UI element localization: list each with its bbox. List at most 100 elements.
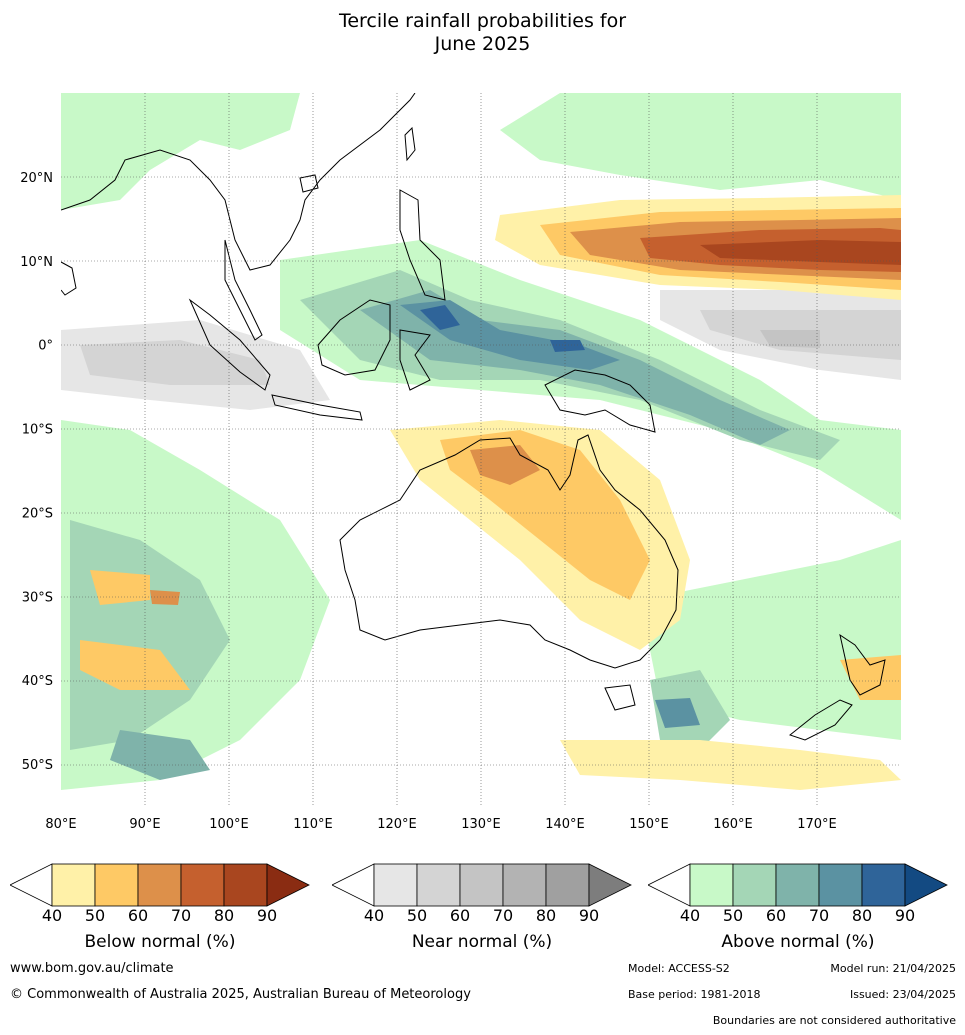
coastline-australia <box>339 434 679 669</box>
above-normal-region <box>61 93 300 210</box>
y-tick-label: 10°S <box>22 423 53 438</box>
coastline-tasmania <box>604 684 636 711</box>
colorbar-cell <box>459 863 504 907</box>
coastline-new-zealand-south <box>788 699 853 741</box>
colorbar-cell <box>51 863 96 907</box>
colorbar-tick-label: 60 <box>450 906 470 922</box>
near-normal-region <box>80 340 270 385</box>
colorbar-tick-label: 50 <box>85 906 105 922</box>
above-normal-region <box>420 305 460 330</box>
near-colorbar: 40 50 60 70 80 90 <box>332 863 632 922</box>
below-normal-region <box>90 570 150 605</box>
above-normal-region <box>655 698 700 728</box>
colorbar-tick-label: 90 <box>579 906 599 922</box>
x-tick-label: 150°E <box>629 817 669 832</box>
colorbar-extend-low <box>648 863 691 907</box>
colorbar-tick-label: 70 <box>171 906 191 922</box>
x-tick-label: 130°E <box>461 817 501 832</box>
colorbar-cell <box>818 863 863 907</box>
x-tick-label: 90°E <box>129 817 160 832</box>
title-line-2: June 2025 <box>434 33 531 55</box>
footer-model: Model: ACCESS-S2 <box>628 962 730 975</box>
x-tick-label: 110°E <box>293 817 333 832</box>
y-axis-ticks: 20°N 10°N 0° 10°S 20°S 30°S 40°S 50°S <box>20 171 53 773</box>
colorbar-tick-label: 70 <box>493 906 513 922</box>
colorbar-cell <box>732 863 777 907</box>
near-normal-region <box>760 330 820 348</box>
above-colorbar-label: Above normal (%) <box>721 932 875 952</box>
colorbar-extend-low <box>10 863 53 907</box>
colorbar-cell <box>137 863 182 907</box>
footer-model-run: Model run: 21/04/2025 <box>830 962 956 975</box>
below-normal-region <box>470 445 540 485</box>
below-normal-region <box>80 640 190 690</box>
colorbar-cell <box>223 863 268 907</box>
colorbar-tick-label: 60 <box>128 906 148 922</box>
colorbar-cell <box>545 863 590 907</box>
coastline-sulawesi <box>399 329 431 391</box>
coastline-borneo <box>317 299 391 376</box>
colorbar-tick-label: 80 <box>536 906 556 922</box>
colorbar-tick-label: 90 <box>895 906 915 922</box>
forecast-map: 80°E 90°E 100°E 110°E 120°E 130°E 140°E 150°E 16… <box>20 93 901 832</box>
title-line-1: Tercile rainfall probabilities for <box>338 10 627 32</box>
coastline-asia <box>61 93 416 271</box>
x-tick-label: 160°E <box>713 817 753 832</box>
above-normal-region <box>550 340 585 352</box>
below-colorbar-label: Below normal (%) <box>84 932 236 952</box>
footer-copyright: © Commonwealth of Australia 2025, Austra… <box>10 987 471 1002</box>
colorbar-tick-label: 40 <box>42 906 62 922</box>
coastline-new-guinea <box>544 369 656 433</box>
y-tick-label: 20°S <box>22 506 53 521</box>
above-normal-region <box>400 300 620 370</box>
coastline-new-zealand-north <box>839 633 886 696</box>
colorbar-extend-high <box>588 863 632 907</box>
gridlines <box>61 93 901 806</box>
coastline-taiwan <box>404 126 416 162</box>
colorbar-tick-label: 40 <box>364 906 384 922</box>
below-normal-region <box>150 590 180 605</box>
colorbar-extend-high <box>904 863 948 907</box>
x-axis-ticks: 80°E 90°E 100°E 110°E 120°E 130°E 140°E 150°E 16… <box>45 817 836 832</box>
colorbar-tick-label: 90 <box>257 906 277 922</box>
colorbar-cell <box>94 863 139 907</box>
colorbar-tick-label: 80 <box>214 906 234 922</box>
above-normal-region <box>110 730 210 780</box>
colorbar-extend-high <box>266 863 310 907</box>
page-title: Tercile rainfall probabilities for June … <box>0 10 965 56</box>
x-tick-label: 100°E <box>209 817 249 832</box>
coastline-hainan <box>299 174 319 193</box>
probability-field <box>61 93 901 790</box>
y-tick-label: 30°S <box>22 590 53 605</box>
colorbar-cell <box>373 863 418 907</box>
footer-issued: Issued: 23/04/2025 <box>849 988 956 1001</box>
colorbar-cell <box>416 863 461 907</box>
colorbar-cell <box>180 863 225 907</box>
colorbar-tick-label: 40 <box>680 906 700 922</box>
coastline-philippines <box>399 189 446 301</box>
footer-base-period: Base period: 1981-2018 <box>628 988 761 1001</box>
coastline-sumatra <box>188 298 271 391</box>
x-tick-label: 140°E <box>545 817 585 832</box>
colorbar-cell <box>775 863 820 907</box>
colorbar-tick-label: 50 <box>407 906 427 922</box>
coastlines <box>61 93 886 741</box>
colorbar-tick-label: 80 <box>852 906 872 922</box>
coastline-malay-peninsula <box>224 239 263 341</box>
y-tick-label: 10°N <box>20 255 53 270</box>
below-normal-region <box>700 240 901 265</box>
footer-disclaimer: Boundaries are not considered authoritat… <box>712 1014 956 1027</box>
colorbar-tick-label: 50 <box>723 906 743 922</box>
colorbar-cell <box>861 863 906 907</box>
colorbar-extend-low <box>332 863 375 907</box>
y-tick-label: 0° <box>38 339 53 354</box>
y-tick-label: 40°S <box>22 674 53 689</box>
x-tick-label: 170°E <box>797 817 837 832</box>
above-colorbar: 40 50 60 70 80 90 <box>648 863 948 922</box>
colorbar-cell <box>502 863 547 907</box>
colorbar-tick-label: 70 <box>809 906 829 922</box>
colorbar-tick-label: 60 <box>766 906 786 922</box>
coastline-sri-lanka <box>61 261 77 296</box>
y-tick-label: 50°S <box>22 758 53 773</box>
coastline-java <box>271 394 363 421</box>
